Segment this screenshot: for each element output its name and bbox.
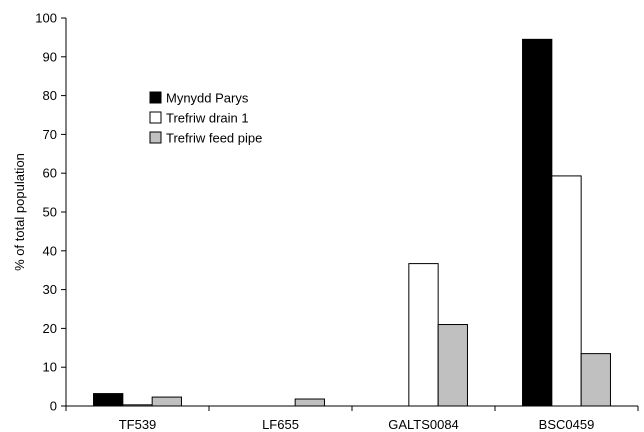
bars-layer (93, 38, 611, 407)
y-tick-label: 70 (43, 127, 57, 142)
legend: Mynydd Parys Trefriw drain 1 Trefriw feed … (149, 91, 262, 146)
bar-galts0084-trefriw-feed-pipe (437, 324, 468, 407)
y-tick-label: 30 (43, 282, 57, 297)
x-tick-label: TF539 (119, 417, 157, 432)
y-tick-label: 10 (43, 360, 57, 375)
bar-tf539-mynydd-parys (93, 393, 124, 407)
bar-lf655-trefriw-feed-pipe (294, 398, 325, 407)
x-tick-label: BSC0459 (539, 417, 595, 432)
bar-galts0084-trefriw-drain-1 (408, 263, 439, 407)
legend-label-trefriw-feed-pipe: Trefriw feed pipe (166, 131, 262, 146)
legend-swatch-trefriw-feed-pipe (149, 131, 162, 144)
bar-bsc0459-mynydd-parys (522, 38, 553, 407)
y-axis-title: % of total population (12, 153, 27, 271)
legend-label-mynydd-parys: Mynydd Parys (166, 91, 249, 106)
bar-tf539-trefriw-feed-pipe (151, 396, 182, 407)
axes-layer: TF539 LF655 GALTS0084 BSC0459 0 10 20 30 40 50 60 7… (35, 11, 639, 432)
y-tick-label: 90 (43, 49, 57, 64)
y-tick-label: 100 (35, 11, 57, 26)
legend-swatch-mynydd-parys (149, 91, 162, 104)
legend-swatch-trefriw-drain-1 (149, 111, 162, 124)
y-tick-label: 50 (43, 205, 57, 220)
x-tick-label: LF655 (262, 417, 299, 432)
x-tick-label: GALTS0084 (388, 417, 459, 432)
y-tick-label: 80 (43, 88, 57, 103)
bar-bsc0459-trefriw-feed-pipe (580, 353, 611, 407)
bar-bsc0459-trefriw-drain-1 (551, 175, 582, 407)
y-tick-label: 60 (43, 166, 57, 181)
y-tick-label: 0 (50, 399, 57, 414)
legend-label-trefriw-drain-1: Trefriw drain 1 (166, 111, 249, 126)
y-tick-label: 40 (43, 243, 57, 258)
y-tick-label: 20 (43, 321, 57, 336)
